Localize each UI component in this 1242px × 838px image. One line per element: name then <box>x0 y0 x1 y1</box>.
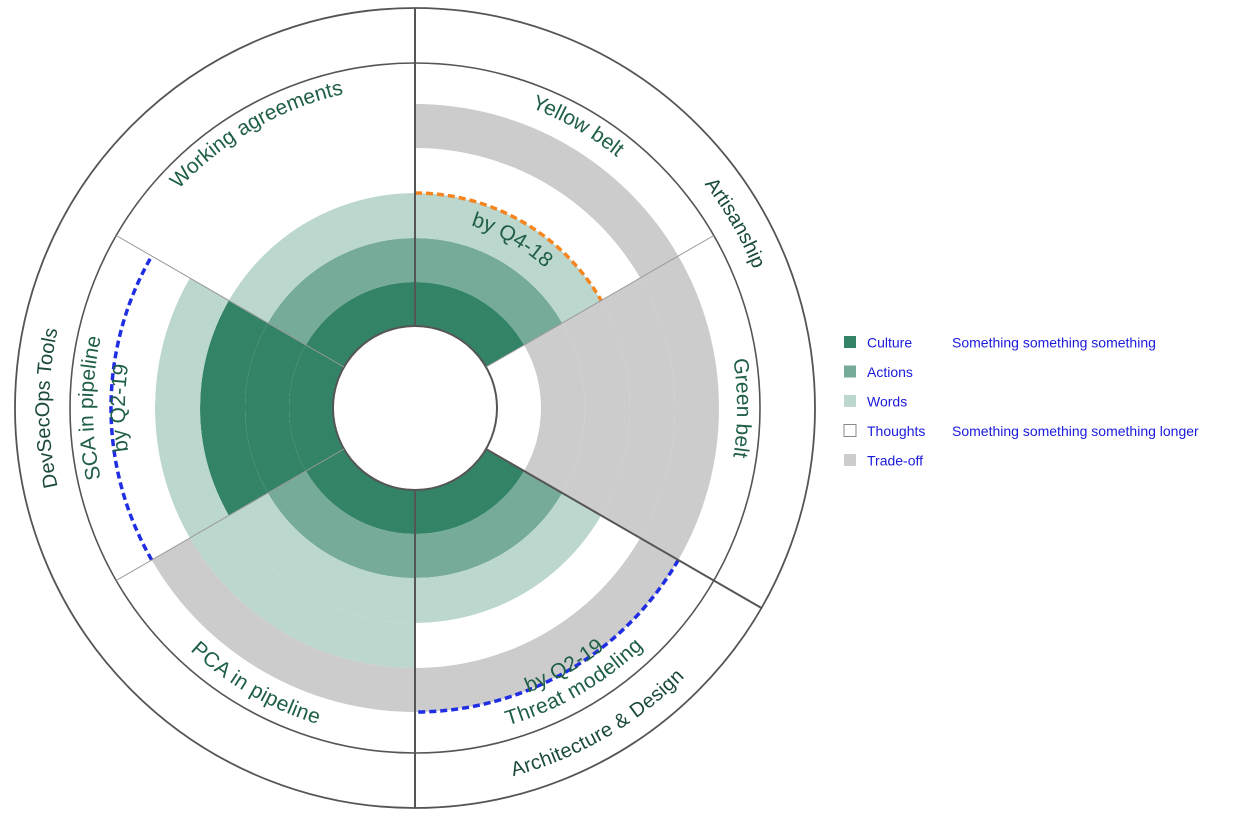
category-label-sca-in-pipeline: SCA in pipeline <box>75 334 106 483</box>
wedge-working-agreements-ring-1 <box>305 282 415 367</box>
wedge-pca-in-pipeline-ring-5 <box>151 538 415 712</box>
legend-label-culture: Culture <box>867 335 912 351</box>
category-label-green-belt: Green belt <box>728 357 755 460</box>
legend-label-trade-off: Trade-off <box>867 453 923 469</box>
group-label-artisanship-textpath: Artisanship <box>700 174 769 272</box>
wedge-green-belt-ring-2 <box>524 323 585 493</box>
legend-swatch-thoughts <box>843 424 857 437</box>
wedge-sca-in-pipeline-ring-5 <box>111 256 190 560</box>
wedge-green-belt-ring-1 <box>486 345 542 471</box>
target-label-sca-in-pipeline: by Q2-19 <box>107 363 133 454</box>
chart-wedges <box>111 104 720 712</box>
wedge-yellow-belt-ring-2 <box>415 238 563 345</box>
wedge-pca-in-pipeline-ring-2 <box>267 471 415 578</box>
wedge-threat-modeling-ring-1 <box>415 449 525 534</box>
legend-note-culture: Something something something <box>952 335 1156 351</box>
category-label-sca-in-pipeline-textpath: SCA in pipeline <box>75 334 106 483</box>
legend-note-thoughts: Something something something longer <box>952 423 1199 439</box>
wedge-working-agreements-ring-5 <box>151 104 415 278</box>
category-label-green-belt-textpath: Green belt <box>728 357 755 460</box>
target-arcs <box>109 191 680 714</box>
legend-swatch-actions <box>844 365 856 378</box>
divider-threat-modeling <box>485 448 762 609</box>
divider-green-belt <box>485 235 715 368</box>
wedge-green-belt-ring-5 <box>640 256 720 560</box>
wedge-sca-in-pipeline-ring-4 <box>154 278 229 538</box>
wedge-working-agreements-ring-2 <box>267 238 415 345</box>
wedge-yellow-belt-ring-1 <box>415 282 525 367</box>
wedge-sca-in-pipeline-ring-1 <box>288 345 344 471</box>
wedge-working-agreements-ring-4 <box>189 148 415 301</box>
legend-swatch-words <box>844 395 856 407</box>
chart-frame <box>14 7 816 809</box>
wedge-green-belt-ring-3 <box>562 300 630 516</box>
group-label-devsecops-tools-textpath: DevSecOps Tools <box>32 326 62 490</box>
wedge-yellow-belt-ring-4 <box>415 148 641 301</box>
group-label-artisanship: Artisanship <box>700 174 769 272</box>
target-arc-sca-in-pipeline <box>109 255 154 561</box>
wedge-threat-modeling-ring-3 <box>415 493 602 623</box>
wedge-pca-in-pipeline-ring-1 <box>305 449 415 534</box>
wedge-threat-modeling-ring-2 <box>415 471 563 578</box>
divider-working-agreements <box>115 235 345 368</box>
legend-swatch-culture <box>844 336 856 348</box>
wedge-threat-modeling-ring-5 <box>415 538 679 712</box>
wedge-sca-in-pipeline-ring-2 <box>245 323 306 493</box>
legend-label-thoughts: Thoughts <box>867 423 925 439</box>
legend-label-words: Words <box>867 394 907 410</box>
target-arc-yellow-belt <box>414 191 603 302</box>
wedge-working-agreements-ring-3 <box>228 193 415 323</box>
wedge-green-belt-ring-4 <box>601 278 675 538</box>
center-hole <box>332 325 498 491</box>
wedge-pca-in-pipeline-ring-3 <box>228 493 415 623</box>
divider-sca-in-pipeline <box>115 448 345 581</box>
legend-label-actions: Actions <box>867 364 913 380</box>
legend: Culture Something something something Acti… <box>843 335 1199 469</box>
wedge-yellow-belt-ring-3 <box>415 193 602 323</box>
target-arc-threat-modeling <box>414 559 680 714</box>
wedge-threat-modeling-ring-4 <box>415 515 641 668</box>
target-label-sca-in-pipeline-textpath: by Q2-19 <box>107 363 133 454</box>
wedge-sca-in-pipeline-ring-3 <box>200 300 268 516</box>
wedge-yellow-belt-ring-5 <box>415 104 679 278</box>
wedge-pca-in-pipeline-ring-4 <box>189 515 415 668</box>
legend-swatch-trade-off <box>844 454 856 466</box>
group-label-devsecops-tools: DevSecOps Tools <box>32 326 62 490</box>
